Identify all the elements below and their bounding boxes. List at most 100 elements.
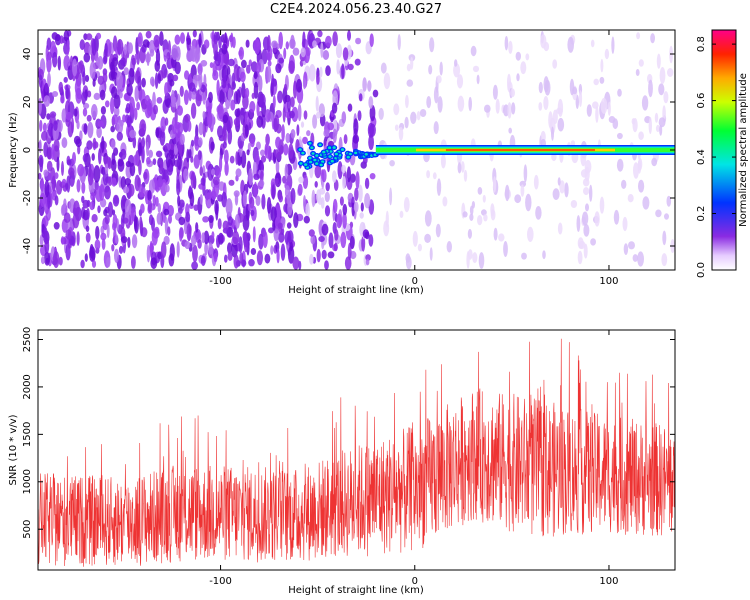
signal-blob-core [315, 154, 319, 157]
spectrogram-cell [153, 104, 158, 115]
spectrogram-cell [176, 105, 183, 116]
spectrogram-cell [472, 65, 480, 73]
spectrogram-cell [164, 117, 169, 126]
spectrogram-cell [107, 157, 112, 170]
spectrogram-cell [219, 155, 223, 173]
spectrogram-cell [131, 255, 136, 269]
spectrogram-cell [367, 80, 372, 92]
spectrogram-cell [110, 139, 116, 150]
spectrogram-cell [66, 159, 72, 166]
spectrogram-cell [39, 119, 43, 132]
signal-blob-core [304, 163, 308, 166]
y-tick-label: 40 [22, 48, 33, 61]
spectrogram-cell [288, 60, 295, 74]
spectrogram-cell [440, 154, 446, 169]
spectrogram-cell [335, 43, 343, 59]
spectrogram-cell [283, 47, 287, 60]
spectrogram-cell [154, 72, 159, 89]
spectrogram-cell [314, 181, 318, 188]
spectrogram-cell [227, 58, 235, 67]
spectrogram-cell [292, 256, 300, 270]
spectrogram-cell [460, 161, 465, 173]
spectrogram-cell [178, 216, 186, 226]
spectrogram-cell [51, 175, 56, 192]
spectrogram-cell [213, 252, 218, 263]
spectrogram-cell [321, 223, 329, 236]
spectrogram-cell [146, 141, 149, 157]
spectrogram-cell [604, 48, 610, 60]
spectrogram-cell [38, 74, 43, 88]
spectrogram-cell [184, 240, 191, 250]
spectrogram-cell [611, 36, 615, 54]
spectrogram-cell [258, 233, 264, 250]
colorbar-tick-label: 0.2 [696, 206, 707, 222]
spectrogram-cell [349, 235, 355, 250]
spectrogram-cell [316, 248, 321, 263]
spectrogram-cell [282, 86, 288, 104]
signal-blob-core [329, 150, 333, 153]
spectrogram-cell [122, 114, 126, 123]
spectrogram-cell [202, 92, 206, 105]
spectrogram-cell [397, 34, 401, 51]
spectrogram-cell [583, 224, 590, 237]
spectrogram-cell [250, 248, 257, 255]
spectrogram-cell [367, 122, 374, 138]
spectrogram-cell [341, 164, 346, 174]
spectrogram-cell [383, 72, 391, 90]
spectrogram-cell [107, 201, 113, 218]
spectrogram-cell [169, 243, 175, 261]
spectrogram-cell [112, 209, 116, 216]
spectrogram-cell [495, 98, 500, 114]
signal-blob-core [364, 153, 368, 156]
spectrogram-x-ticks: -100 0 100 [209, 30, 619, 287]
spectrogram-cell [250, 61, 258, 73]
spectrogram-cell [667, 68, 674, 77]
spectrogram-cell [347, 103, 353, 112]
spectrogram-cell [276, 248, 280, 264]
spectrogram-cell [333, 242, 338, 252]
spectrogram-cell [543, 96, 549, 110]
spectrogram-cell [327, 251, 335, 259]
spectrogram-cell [82, 71, 86, 86]
spectrogram-cell [255, 195, 261, 207]
spectrogram-cell [101, 238, 106, 250]
spectrogram-cell [621, 179, 627, 189]
spectrogram-cell [86, 140, 93, 150]
spectrogram-cell [262, 231, 268, 248]
spectrogram-cell [157, 203, 161, 214]
x-tick-label: 100 [599, 576, 618, 587]
spectrogram-cell [426, 170, 430, 179]
spectrogram-cell [368, 234, 374, 247]
spectrogram-cell [149, 49, 155, 57]
spectrogram-cell [208, 215, 214, 223]
spectrogram-panel: -100 0 100 -40 -20 0 20 40 Height of straight … [8, 29, 676, 296]
spectrogram-cell [138, 184, 144, 198]
spectrogram-cell [153, 34, 160, 48]
spectrogram-cell [85, 74, 90, 83]
spectrogram-cell [638, 179, 645, 193]
spectrogram-cell [180, 32, 185, 44]
spectrogram-cell [616, 158, 624, 172]
spectrogram-cell [599, 76, 605, 84]
spectrogram-cell [254, 38, 261, 55]
spectrogram-cell [235, 89, 241, 105]
spectrogram-cell [623, 243, 629, 256]
spectrogram-cell [165, 153, 171, 168]
spectrogram-cell [586, 104, 592, 117]
spectrogram-cell [85, 225, 90, 232]
spectrogram-cell [160, 116, 166, 132]
spectrogram-cell [389, 160, 395, 167]
spectrogram-cell [171, 117, 177, 135]
spectrogram-cell [111, 114, 119, 125]
spectrogram-cell [91, 214, 98, 223]
spectrogram-cell [595, 105, 599, 123]
spectrogram-cell [210, 190, 217, 200]
spectrogram-cell [88, 45, 92, 55]
spectrogram-cell [477, 187, 483, 195]
signal-blob-core [322, 150, 326, 154]
spectrogram-cell [589, 184, 593, 202]
spectrogram-cell [278, 194, 284, 203]
spectrogram-cell [659, 67, 666, 84]
spectrogram-cell [661, 253, 668, 267]
